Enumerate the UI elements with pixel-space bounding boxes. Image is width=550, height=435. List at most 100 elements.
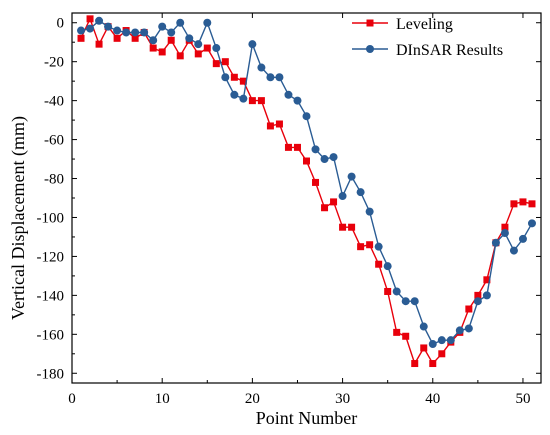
- data-point-dinsar: [77, 26, 86, 35]
- y-tick-label: 0: [57, 16, 65, 32]
- data-point-dinsar: [176, 18, 185, 27]
- data-point-leveling: [339, 223, 347, 231]
- data-point-dinsar: [473, 297, 482, 306]
- y-tick-label: -160: [37, 327, 65, 343]
- data-point-dinsar: [293, 96, 302, 105]
- data-point-dinsar: [230, 90, 239, 99]
- data-point-leveling: [465, 305, 473, 313]
- data-point-dinsar: [464, 324, 473, 333]
- data-point-leveling: [411, 360, 419, 368]
- data-point-leveling: [501, 223, 509, 231]
- data-point-dinsar: [500, 229, 509, 238]
- data-point-leveling: [474, 291, 482, 299]
- legend-marker-dinsar: [366, 45, 374, 53]
- data-point-dinsar: [392, 287, 401, 296]
- data-point-dinsar: [239, 94, 248, 103]
- data-point-dinsar: [338, 192, 347, 201]
- data-point-leveling: [528, 200, 536, 208]
- data-point-dinsar: [401, 297, 410, 306]
- data-point-dinsar: [140, 28, 149, 37]
- series-layer: [77, 15, 536, 368]
- data-point-dinsar: [167, 28, 176, 37]
- data-point-dinsar: [482, 291, 491, 300]
- data-point-leveling: [348, 223, 356, 231]
- y-tick-label: -60: [44, 133, 64, 149]
- series-dinsar: [77, 16, 536, 349]
- plot-area: 0 -20 -40 -60 -80 -100 -120 -140 -160 -180 0 10 20 3…: [37, 12, 542, 407]
- y-tick-label: -120: [37, 249, 65, 265]
- data-point-leveling: [95, 40, 103, 48]
- data-point-leveling: [357, 243, 365, 251]
- data-point-leveling: [393, 328, 401, 336]
- data-point-leveling: [384, 287, 392, 295]
- data-point-dinsar: [428, 340, 437, 349]
- x-tick-label: 40: [425, 391, 440, 407]
- data-point-leveling: [149, 44, 157, 52]
- x-tick-label: 30: [335, 391, 350, 407]
- data-point-dinsar: [113, 26, 122, 35]
- data-point-dinsar: [491, 238, 500, 247]
- data-point-leveling: [257, 97, 265, 105]
- data-point-leveling: [519, 198, 527, 206]
- data-point-dinsar: [185, 34, 194, 43]
- data-point-dinsar: [518, 234, 527, 243]
- data-point-dinsar: [320, 155, 329, 164]
- y-tick-label: -80: [44, 172, 64, 188]
- data-point-dinsar: [221, 73, 230, 82]
- data-point-dinsar: [257, 63, 266, 72]
- data-point-leveling: [248, 97, 256, 105]
- y-axis-label: Vertical Displacement (mm): [8, 116, 29, 320]
- data-point-dinsar: [104, 22, 113, 31]
- data-point-dinsar: [527, 219, 536, 228]
- legend: Leveling DInSAR Results: [352, 16, 503, 59]
- series-line-leveling: [80, 16, 533, 366]
- legend-label-dinsar: DInSAR Results: [396, 42, 503, 59]
- data-point-dinsar: [131, 28, 140, 37]
- data-point-leveling: [483, 276, 491, 284]
- x-tick-label: 20: [245, 391, 260, 407]
- legend-entry-leveling: Leveling: [352, 16, 453, 33]
- data-point-leveling: [221, 58, 229, 66]
- data-point-dinsar: [365, 207, 374, 216]
- legend-entry-dinsar: DInSAR Results: [352, 42, 503, 59]
- data-point-dinsar: [275, 73, 284, 82]
- data-point-dinsar: [356, 188, 365, 197]
- data-point-dinsar: [266, 73, 275, 82]
- data-point-dinsar: [509, 246, 518, 255]
- data-point-leveling: [230, 73, 238, 81]
- data-point-dinsar: [419, 322, 428, 331]
- data-point-dinsar: [86, 24, 95, 33]
- y-tick-label: -40: [44, 94, 64, 110]
- data-point-dinsar: [284, 90, 293, 99]
- legend-marker-leveling: [366, 19, 374, 27]
- data-point-leveling: [275, 120, 283, 128]
- y-tick-label: -180: [37, 366, 65, 382]
- data-point-leveling: [284, 143, 292, 151]
- data-point-dinsar: [374, 242, 383, 251]
- data-point-leveling: [266, 122, 274, 130]
- data-point-leveling: [239, 77, 247, 85]
- data-point-leveling: [375, 260, 383, 268]
- data-point-dinsar: [95, 16, 104, 25]
- data-point-leveling: [194, 50, 202, 58]
- data-point-leveling: [438, 350, 446, 358]
- data-point-dinsar: [347, 172, 356, 181]
- y-tick-label: -140: [37, 288, 65, 304]
- data-point-leveling: [176, 52, 184, 60]
- data-point-dinsar: [122, 28, 131, 37]
- data-point-dinsar: [203, 18, 212, 27]
- data-point-dinsar: [149, 36, 158, 45]
- data-point-leveling: [203, 44, 211, 52]
- data-point-leveling: [77, 34, 85, 42]
- data-point-leveling: [330, 198, 338, 206]
- y-axis: 0 -20 -40 -60 -80 -100 -120 -140 -160 -180: [37, 16, 541, 382]
- x-tick-label: 10: [155, 391, 170, 407]
- x-tick-label: 50: [515, 391, 530, 407]
- y-tick-label: -100: [37, 210, 65, 226]
- data-point-leveling: [131, 34, 139, 42]
- data-point-dinsar: [455, 326, 464, 335]
- data-point-leveling: [212, 60, 220, 68]
- data-point-dinsar: [329, 153, 338, 162]
- data-point-dinsar: [302, 112, 311, 121]
